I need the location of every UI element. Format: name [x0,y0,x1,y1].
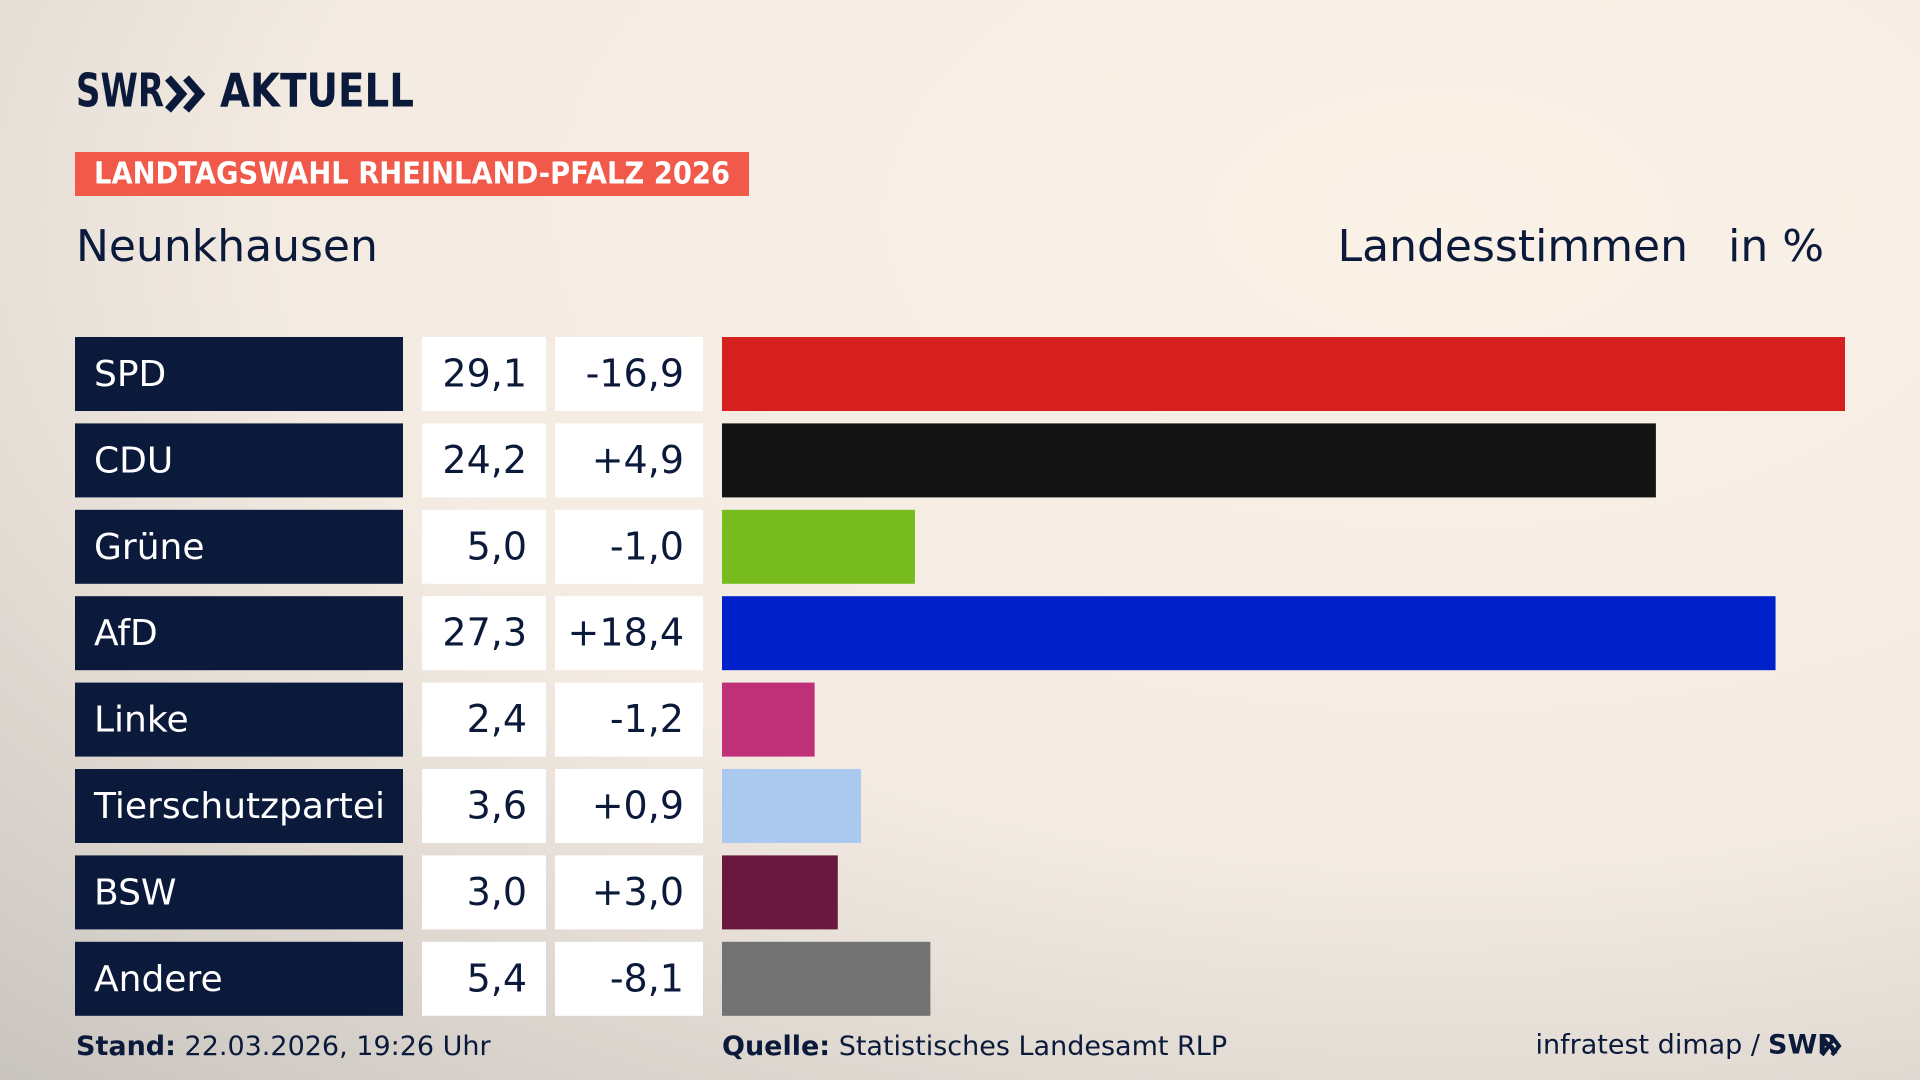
label-box [75,769,403,843]
change-box [555,682,703,757]
change-box [555,337,703,411]
value-label: 3,6 [467,784,527,828]
stand-value: 22.03.2026, 19:26 Uhr [185,1031,492,1062]
bar [722,423,1656,498]
change-box [555,423,703,498]
category-label: AfD [94,613,158,654]
category-label: Andere [94,959,223,1000]
change-label: -16,9 [586,352,684,396]
change-box [555,769,703,843]
credit-arrows [1820,1035,1842,1057]
change-box [555,855,703,930]
bar [722,855,838,930]
value-label: 3,0 [467,870,527,914]
stand: Stand: 22.03.2026, 19:26 Uhr [76,1031,492,1062]
bar [722,682,815,757]
source: Quelle: Statistisches Landesamt RLP [722,1031,1227,1062]
source-label: Quelle: [722,1031,830,1062]
change-label: +0,9 [592,784,684,828]
value-box [422,941,546,1016]
bar [722,509,915,584]
bar [722,337,1845,411]
value-axis-label: Landesstimmen [1338,221,1688,272]
bar [722,941,931,1016]
change-label: -1,0 [610,524,684,568]
label-box [75,682,403,757]
subtitle: Neunkhausen [76,221,378,272]
change-label: -8,1 [610,956,684,1000]
value-box [422,855,546,930]
change-label: +18,4 [568,611,684,655]
category-label: SPD [94,354,166,395]
bar [722,769,861,843]
category-label: Linke [94,700,189,741]
category-label: CDU [94,440,173,481]
label-box [75,596,403,671]
change-box [555,509,703,584]
change-label: +3,0 [592,870,684,914]
change-box [555,596,703,671]
change-label: -1,2 [610,697,684,741]
value-box [422,769,546,843]
value-label: 27,3 [442,611,527,655]
logo: SWR [76,64,164,118]
value-box [422,423,546,498]
label-box [75,855,403,930]
category-label: Tierschutzpartei [93,786,385,827]
stand-label: Stand: [76,1031,176,1062]
source-value: Statistisches Landesamt RLP [839,1031,1227,1062]
value-label: 5,4 [467,956,527,1000]
title-box [75,152,749,196]
unit-label: in % [1728,221,1824,272]
value-box [422,509,546,584]
logo-text: AKTUELL [220,64,414,118]
category-label: BSW [94,872,177,913]
value-label: 29,1 [442,352,527,396]
category-label: Grüne [94,527,204,568]
logo-arrows [164,75,206,113]
value-box [422,682,546,757]
label-box [75,509,403,584]
label-box [75,423,403,498]
change-label: +4,9 [592,438,684,482]
value-label: 2,4 [467,697,527,741]
value-label: 5,0 [467,524,527,568]
bar [722,596,1776,671]
label-box [75,337,403,411]
value-box [422,596,546,671]
label-box [75,941,403,1016]
change-box [555,941,703,1016]
credit: infratest dimap / [1535,1030,1760,1061]
value-label: 24,2 [442,438,527,482]
value-box [422,337,546,411]
chart-title: LANDTAGSWAHL RHEINLAND-PFALZ 2026 [94,157,730,192]
